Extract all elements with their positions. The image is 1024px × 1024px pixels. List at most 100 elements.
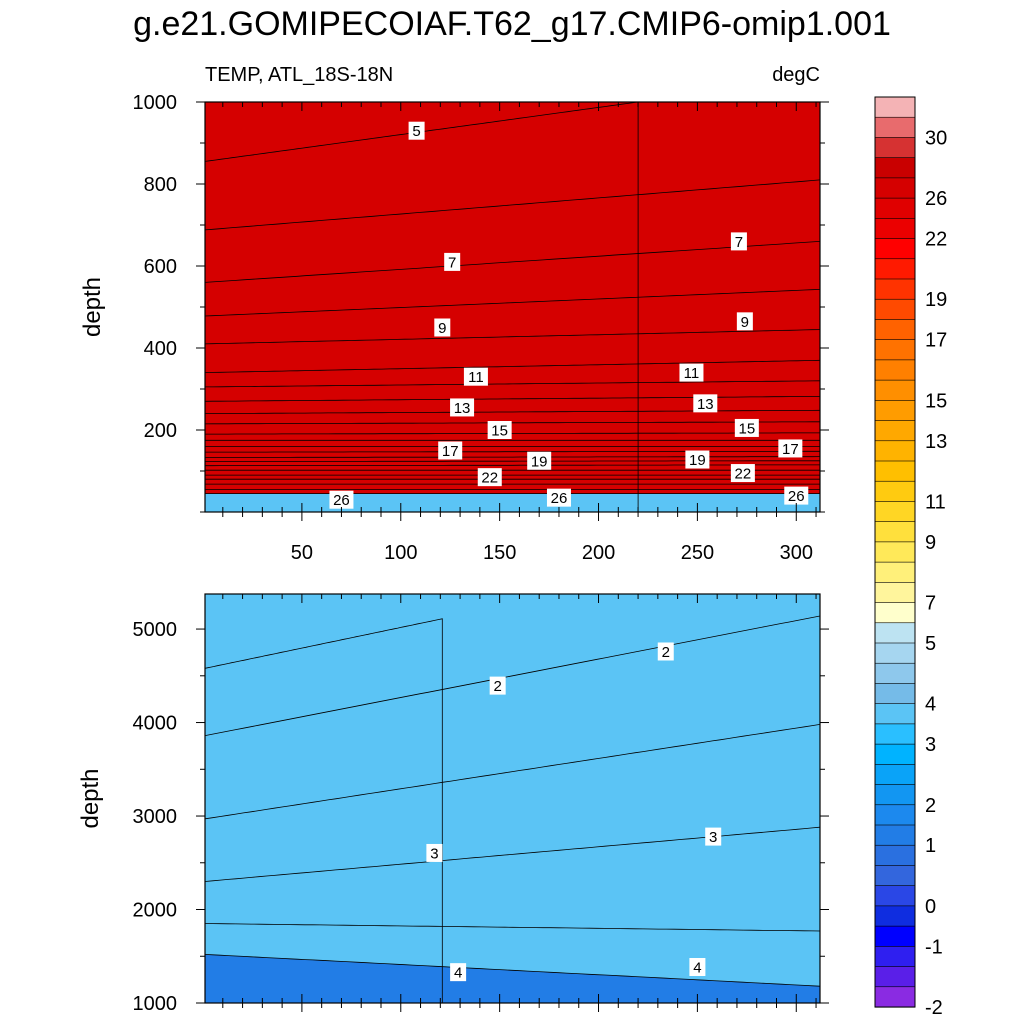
top-contour-label: 17 <box>442 443 459 460</box>
bottom-y-tick-label: 3000 <box>133 806 178 828</box>
top-contour-18 <box>205 450 820 453</box>
chart-title: g.e21.GOMIPECOIAF.T62_g17.CMIP6-omip1.00… <box>133 5 891 43</box>
colorbar-swatch <box>874 642 916 664</box>
bottom-panel: 4 4 3 3 2 2 1000 2000 3000 4000 5000 depth <box>77 593 829 1015</box>
colorbar-swatch <box>874 157 916 179</box>
top-x-tick-label: 200 <box>582 542 615 564</box>
colorbar-tick-label: 30 <box>925 127 947 149</box>
top-contour-label-box <box>730 232 747 251</box>
colorbar-swatch <box>874 602 916 624</box>
top-contour-label-box <box>463 367 488 386</box>
bottom-contour-label-box <box>657 642 674 661</box>
colorbar-tick-label: 15 <box>925 390 947 412</box>
colorbar-tick-label: 11 <box>925 491 946 513</box>
colorbar-swatch <box>874 238 916 260</box>
colorbar-swatch <box>874 885 916 907</box>
top-contour-label-box <box>546 488 571 507</box>
bottom-y-tick-label: 4000 <box>133 713 178 735</box>
colorbar-swatch <box>874 703 916 725</box>
top-contour-14 <box>205 421 820 425</box>
colorbar-tick-label: 0 <box>925 896 936 918</box>
colorbar-tick-label: 3 <box>925 734 936 756</box>
top-contour-label: 11 <box>468 369 484 386</box>
colorbar-swatch <box>874 521 916 543</box>
top-y-tick-label: 200 <box>144 420 177 442</box>
colorbar-swatch <box>874 480 916 503</box>
subtitle-right: degC <box>772 64 820 86</box>
top-x-tick-label: 300 <box>780 542 813 564</box>
bottom-contour-label: 4 <box>454 965 462 982</box>
bottom-contour-2 <box>205 618 443 1003</box>
top-contour-label-box <box>477 468 502 487</box>
colorbar-swatch <box>874 723 916 745</box>
top-plot-area <box>205 102 820 512</box>
colorbar-tick-label: 17 <box>925 330 947 352</box>
top-contour-10 <box>205 359 820 373</box>
colorbar-swatch <box>874 339 916 361</box>
top-x-tick-label: 250 <box>681 542 714 564</box>
bottom-contour-label: 2 <box>493 678 501 695</box>
top-contour-9 <box>205 329 820 345</box>
colorbar-swatch <box>874 743 916 765</box>
colorbar-tick-label: 5 <box>925 633 936 655</box>
bottom-contour-label-box <box>426 843 443 862</box>
top-contour-12 <box>205 396 820 402</box>
top-x-tick-label: 150 <box>483 542 516 564</box>
colorbar-swatch <box>874 177 916 199</box>
top-contour-label-box <box>434 318 451 337</box>
bottom-contour-label: 2 <box>662 644 670 661</box>
top-contour-label: 9 <box>741 314 749 331</box>
colorbar-swatch <box>874 844 916 867</box>
bottom-y-tick-label: 2000 <box>133 900 178 922</box>
top-x-tick-label: 50 <box>291 542 313 564</box>
colorbar-swatch <box>874 865 916 887</box>
top-contour-13 <box>205 409 820 414</box>
top-contour-label-box <box>408 121 425 140</box>
top-contour-label-box <box>778 439 803 458</box>
colorbar-tick-label: 4 <box>925 694 936 716</box>
bottom-fill-4.5 <box>205 594 820 987</box>
top-contour-label-box <box>329 490 354 509</box>
colorbar-tick-label: 7 <box>925 593 936 615</box>
top-contour-label: 11 <box>684 365 700 382</box>
colorbar-tick-label: 2 <box>925 795 936 817</box>
top-contour-label: 13 <box>697 396 714 413</box>
bottom-frame <box>204 593 821 1004</box>
top-contour-6 <box>205 179 820 231</box>
top-contour-label: 13 <box>454 400 471 417</box>
colorbar-swatch <box>874 359 916 381</box>
colorbar-swatch <box>874 541 916 563</box>
colorbar-swatch <box>874 662 916 685</box>
colorbar-swatch <box>874 582 916 604</box>
bottom-contour-label: 4 <box>693 960 701 977</box>
colorbar-swatch <box>874 764 916 786</box>
top-y-tick-label: 400 <box>144 338 177 360</box>
top-x-tick-label: 100 <box>384 542 417 564</box>
colorbar-tick-label: 19 <box>925 289 947 311</box>
colorbar-swatch <box>874 946 916 968</box>
colorbar-swatch <box>874 622 916 644</box>
top-contour-label: 26 <box>788 488 805 505</box>
top-contour-19 <box>205 456 820 458</box>
subtitle-left: TEMP, ATL_18S-18N <box>205 64 393 86</box>
top-contour-7 <box>205 241 820 283</box>
colorbar-frame <box>874 96 916 1008</box>
top-contour-label-box <box>444 252 461 271</box>
colorbar-swatch <box>874 400 916 422</box>
colorbar-tick-label: 13 <box>925 431 947 453</box>
top-contour-label: 19 <box>531 453 548 470</box>
colorbar-swatch <box>874 440 916 462</box>
colorbar-swatch <box>874 824 916 846</box>
bottom-contour-label-box <box>489 676 506 695</box>
top-contour-label-box <box>450 398 475 417</box>
colorbar-swatch <box>874 501 916 523</box>
bottom-y-axis-label: depth <box>77 768 104 828</box>
top-contour-label: 15 <box>738 420 755 437</box>
top-contour-label: 17 <box>782 441 799 458</box>
bottom-contour-label-box <box>689 958 706 977</box>
bottom-contour-2.5 <box>205 615 820 736</box>
top-contour-label-box <box>438 441 463 460</box>
top-y-tick-label: 1000 <box>133 92 178 114</box>
top-contour-label-box <box>736 312 753 331</box>
